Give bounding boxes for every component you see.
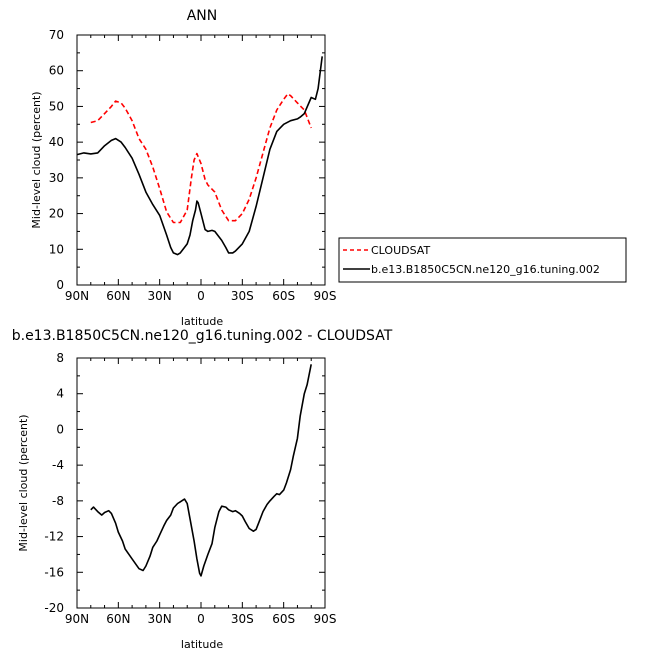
y-tick-label: 50 bbox=[49, 99, 64, 113]
series-lines bbox=[76, 56, 323, 256]
x-tick-label: 30S bbox=[231, 289, 254, 303]
legend: CLOUDSAT b.e13.B1850C5CN.ne120_g16.tunin… bbox=[338, 237, 627, 283]
y-tick-label: 0 bbox=[56, 422, 64, 436]
x-tick-label: 60N bbox=[106, 612, 130, 626]
y-tick-label: 20 bbox=[49, 207, 64, 221]
x-tick-label: 90N bbox=[65, 612, 89, 626]
y-axis-label: Mid-level cloud (percent) bbox=[30, 91, 43, 228]
x-tick-label: 30N bbox=[148, 289, 172, 303]
x-tick-label: 30S bbox=[231, 612, 254, 626]
x-tick-label: 0 bbox=[197, 612, 205, 626]
x-tick-label: 90S bbox=[314, 289, 337, 303]
series-line-cloudsat bbox=[90, 93, 312, 224]
y-tick-label: 40 bbox=[49, 135, 64, 149]
y-tick-label: 0 bbox=[56, 278, 64, 292]
chart-title: ANN bbox=[187, 8, 218, 24]
y-tick-label: 10 bbox=[49, 242, 64, 256]
legend-box bbox=[338, 237, 627, 283]
x-axis-label: latitude bbox=[181, 315, 223, 328]
x-tick-label: 90S bbox=[314, 612, 337, 626]
y-tick-label: -12 bbox=[44, 530, 64, 544]
y-tick-label: -16 bbox=[44, 565, 64, 579]
series-lines bbox=[90, 364, 312, 577]
chart-top: ANN Mid-level cloud (percent) latitude 9… bbox=[30, 8, 336, 328]
chart-title: b.e13.B1850C5CN.ne120_g16.tuning.002 - C… bbox=[12, 328, 393, 344]
x-tick-label: 30N bbox=[148, 612, 172, 626]
legend-label-cloudsat: CLOUDSAT bbox=[371, 244, 430, 257]
plot-frame bbox=[76, 34, 326, 286]
y-tick-label: -4 bbox=[52, 458, 64, 472]
x-tick-label: 0 bbox=[197, 289, 205, 303]
x-tick-label: 60S bbox=[272, 289, 295, 303]
y-axis-label: Mid-level cloud (percent) bbox=[17, 414, 30, 551]
x-tick-label: 60N bbox=[106, 289, 130, 303]
x-tick-label: 90N bbox=[65, 289, 89, 303]
y-tick-label: 70 bbox=[49, 28, 64, 42]
x-axis-label: latitude bbox=[181, 638, 223, 651]
plot-frame bbox=[76, 357, 326, 609]
y-tick-label: 8 bbox=[56, 351, 64, 365]
legend-label-model: b.e13.B1850C5CN.ne120_g16.tuning.002 bbox=[371, 263, 600, 276]
x-tick-label: 60S bbox=[272, 612, 295, 626]
series-line-b-e13-b1850c5cn-ne120-g16-tuning-002 bbox=[76, 56, 323, 256]
y-tick-label: -8 bbox=[52, 494, 64, 508]
y-tick-label: 30 bbox=[49, 171, 64, 185]
y-tick-label: -20 bbox=[44, 601, 64, 615]
axis-ticks: 90N 60N 30N 0 30S 60S 90S -20 -16 -12 -8 -4 0 4 8 bbox=[44, 351, 336, 626]
series-line-difference bbox=[90, 364, 312, 577]
y-tick-label: 60 bbox=[49, 64, 64, 78]
chart-bottom: b.e13.B1850C5CN.ne120_g16.tuning.002 - C… bbox=[12, 328, 393, 651]
y-tick-label: 4 bbox=[56, 387, 64, 401]
